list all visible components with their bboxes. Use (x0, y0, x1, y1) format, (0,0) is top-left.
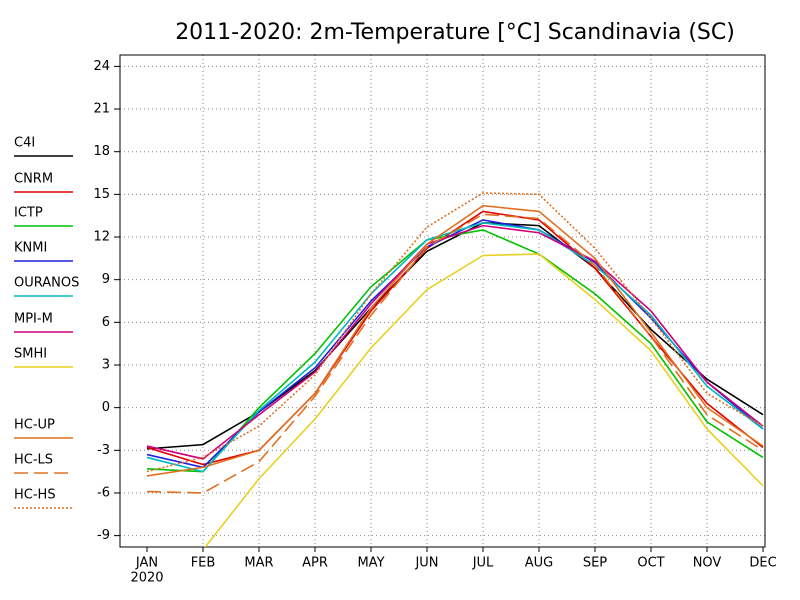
chart-title: 2011-2020: 2m-Temperature [°C] Scandinav… (175, 20, 735, 45)
y-tick-label: 18 (93, 144, 110, 159)
legend-label: HC-UP (14, 418, 55, 433)
legend-label: KNMI (14, 241, 47, 256)
x-tick-label: OCT (637, 556, 664, 571)
x-tick-label: FEB (191, 556, 216, 571)
series-line (146, 229, 764, 473)
legend-label: MPI-M (14, 312, 53, 327)
y-tick-label: -3 (97, 443, 110, 458)
y-tick-label: 12 (93, 230, 110, 245)
plot-frame (119, 54, 766, 548)
y-tick-label: 24 (93, 59, 110, 74)
y-tick-label: 6 (102, 315, 110, 330)
x-sublabel: 2020 (130, 571, 163, 586)
legend-label: OURANOS (14, 276, 79, 291)
legend-label: ICTP (14, 206, 43, 221)
x-tick-label: NOV (693, 556, 722, 571)
series-line (146, 224, 764, 460)
x-tick-label: JAN (135, 556, 158, 571)
series-line (146, 192, 764, 473)
series-line (146, 213, 764, 494)
legend-label: SMHI (14, 347, 47, 362)
plot-area (146, 192, 764, 547)
y-tick-label: -9 (97, 528, 110, 543)
series-line (204, 253, 764, 547)
x-tick-label: APR (302, 556, 328, 571)
x-tick-label: JUL (472, 556, 494, 571)
x-tick-label: MAR (244, 556, 273, 571)
legend-label: HC-HS (14, 488, 56, 503)
x-tick-label: AUG (525, 556, 553, 571)
x-tick-label: JUN (414, 556, 438, 571)
series-line (146, 204, 764, 477)
y-tick-label: 15 (93, 187, 110, 202)
y-tick-label: 9 (102, 272, 110, 287)
y-tick-label: 3 (102, 357, 110, 372)
x-tick-label: DEC (749, 556, 776, 571)
legend-label: HC-LS (14, 453, 53, 468)
y-tick-label: 21 (93, 102, 110, 117)
y-tick-label: -6 (97, 485, 110, 500)
series-line (146, 210, 764, 466)
legend-label: CNRM (14, 172, 53, 187)
y-tick-label: 0 (102, 400, 110, 415)
legend-label: C4I (14, 136, 35, 151)
x-tick-label: SEP (583, 556, 607, 571)
x-tick-label: MAY (357, 556, 384, 571)
